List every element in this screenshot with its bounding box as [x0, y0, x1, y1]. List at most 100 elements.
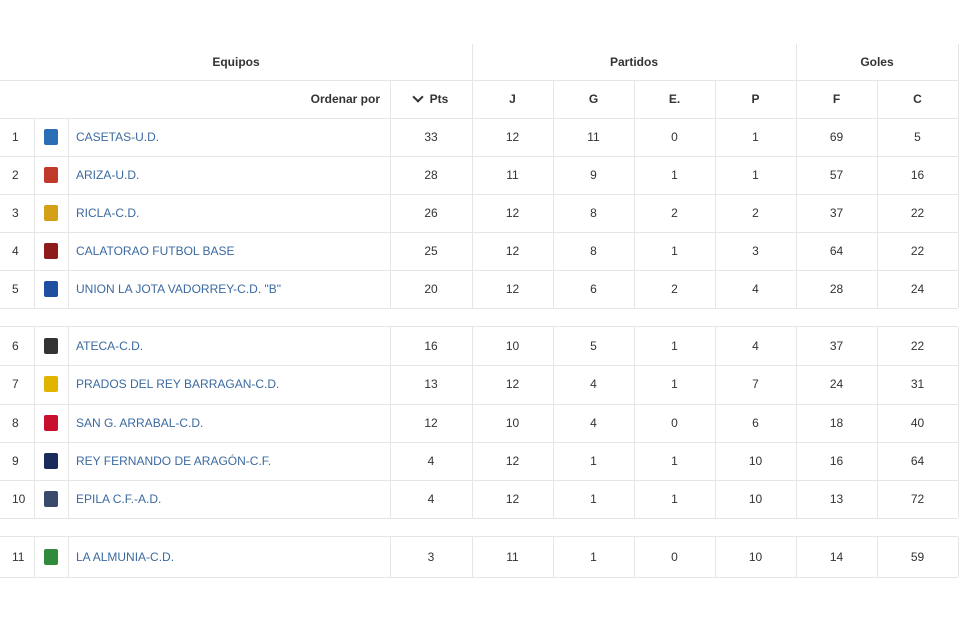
table-row[interactable]: 3 RICLA-C.D. 26 12 8 2 2 37 22 — [0, 194, 959, 233]
table-row[interactable]: 8 SAN G. ARRABAL-C.D. 12 10 4 0 6 18 40 — [0, 404, 959, 443]
stat-pts: 28 — [424, 168, 438, 182]
stat-pts: 12 — [424, 416, 438, 430]
stat-e: 1 — [671, 168, 678, 182]
stat-f: 64 — [829, 244, 844, 258]
team-name-link[interactable]: SAN G. ARRABAL-C.D. — [76, 416, 204, 430]
stat-g: 8 — [590, 206, 597, 220]
team-crest-icon — [44, 205, 58, 221]
stat-g: 6 — [590, 282, 597, 296]
sort-pts-button[interactable]: Pts — [390, 80, 472, 118]
stat-pts: 16 — [424, 339, 438, 353]
stat-j: 12 — [505, 377, 520, 391]
stat-f: 37 — [829, 206, 844, 220]
team-crest-icon — [44, 376, 58, 392]
position: 11 — [12, 550, 25, 564]
stat-e: 2 — [671, 206, 678, 220]
stat-j: 12 — [505, 206, 520, 220]
team-crest-icon — [44, 338, 58, 354]
team-crest-cell — [36, 442, 66, 480]
stat-p: 1 — [752, 168, 759, 182]
stat-c: 22 — [910, 206, 925, 220]
stat-e: 0 — [671, 416, 678, 430]
team-crest-cell — [36, 364, 66, 404]
stat-g: 11 — [587, 130, 600, 144]
table-row[interactable]: 2 ARIZA-U.D. 28 11 9 1 1 57 16 — [0, 156, 959, 195]
position: 7 — [12, 377, 19, 391]
stat-pts: 26 — [424, 206, 438, 220]
table-row[interactable]: 9 REY FERNANDO DE ARAGÓN-C.F. 4 12 1 1 10 16 64 — [0, 442, 959, 481]
team-crest-icon — [44, 549, 58, 565]
team-name-link[interactable]: UNION LA JOTA VADORREY-C.D. "B" — [76, 282, 282, 296]
stat-pts: 3 — [427, 550, 435, 564]
stat-f: 14 — [829, 550, 844, 564]
table-row[interactable]: 5 UNION LA JOTA VADORREY-C.D. "B" 20 12 6 2 4 2… — [0, 270, 959, 309]
header-g[interactable]: G — [588, 92, 599, 106]
team-name-link[interactable]: EPILA C.F.-A.D. — [76, 492, 162, 506]
team-crest-icon — [44, 243, 58, 259]
stat-f: 37 — [829, 339, 844, 353]
stat-pts: 25 — [424, 244, 438, 258]
position: 6 — [12, 339, 19, 353]
team-name-link[interactable]: RICLA-C.D. — [76, 206, 140, 220]
team-crest-icon — [44, 281, 58, 297]
stat-pts: 20 — [424, 282, 438, 296]
stat-pts: 4 — [427, 454, 435, 468]
table-row[interactable]: 6 ATECA-C.D. 16 10 5 1 4 37 22 — [0, 326, 959, 366]
stat-p: 6 — [752, 416, 759, 430]
stat-j: 11 — [506, 550, 519, 564]
team-name-link[interactable]: LA ALMUNIA-C.D. — [76, 550, 175, 564]
team-name-link[interactable]: ATECA-C.D. — [76, 339, 144, 353]
stat-g: 1 — [590, 550, 597, 564]
stat-f: 18 — [829, 416, 844, 430]
team-crest-icon — [44, 415, 58, 431]
header-p[interactable]: P — [751, 92, 760, 106]
stat-j: 11 — [506, 168, 519, 182]
stat-e: 2 — [671, 282, 678, 296]
position: 2 — [12, 168, 19, 182]
team-crest-cell — [36, 327, 66, 365]
team-crest-icon — [44, 167, 58, 183]
stat-g: 9 — [590, 168, 597, 182]
header-e[interactable]: E. — [668, 92, 681, 106]
stat-j: 12 — [505, 492, 520, 506]
stat-e: 1 — [671, 244, 678, 258]
team-name-link[interactable]: REY FERNANDO DE ARAGÓN-C.F. — [76, 454, 272, 468]
stat-c: 59 — [910, 550, 925, 564]
position: 3 — [12, 206, 19, 220]
stat-c: 5 — [914, 130, 921, 144]
stat-e: 1 — [671, 377, 678, 391]
header-equipos: Equipos — [212, 55, 260, 69]
team-name-link[interactable]: CASETAS-U.D. — [76, 130, 160, 144]
team-crest-icon — [44, 453, 58, 469]
stat-j: 10 — [505, 416, 520, 430]
table-row[interactable]: 11 LA ALMUNIA-C.D. 3 11 1 0 10 14 59 — [0, 536, 959, 578]
stat-p: 10 — [748, 454, 763, 468]
table-row[interactable]: 7 PRADOS DEL REY BARRAGAN-C.D. 13 12 4 1 7 24 31 — [0, 364, 959, 405]
team-name-link[interactable]: CALATORAO FUTBOL BASE — [76, 244, 235, 258]
team-crest-icon — [44, 491, 58, 507]
stat-pts: 33 — [424, 130, 438, 144]
team-name-link[interactable]: ARIZA-U.D. — [76, 168, 140, 182]
pts-label: Pts — [429, 92, 449, 106]
table-row[interactable]: 4 CALATORAO FUTBOL BASE 25 12 8 1 3 64 22 — [0, 232, 959, 271]
stat-f: 57 — [829, 168, 844, 182]
stat-c: 72 — [910, 492, 925, 506]
stat-c: 22 — [910, 339, 925, 353]
header-c[interactable]: C — [913, 92, 922, 106]
stat-f: 69 — [829, 130, 844, 144]
stat-j: 12 — [505, 244, 520, 258]
team-crest-cell — [36, 156, 66, 194]
stat-e: 1 — [671, 339, 678, 353]
table-row[interactable]: 1 CASETAS-U.D. 33 12 11 0 1 69 5 — [0, 118, 959, 157]
team-crest-icon — [44, 129, 58, 145]
stat-g: 5 — [590, 339, 597, 353]
header-j[interactable]: J — [509, 92, 516, 106]
table-row[interactable]: 10 EPILA C.F.-A.D. 4 12 1 1 10 13 72 — [0, 480, 959, 519]
stat-c: 40 — [910, 416, 925, 430]
header-columns-row: Ordenar por Pts J G E. P F C — [0, 80, 959, 119]
stat-c: 64 — [910, 454, 925, 468]
team-name-link[interactable]: PRADOS DEL REY BARRAGAN-C.D. — [76, 377, 280, 391]
header-goles: Goles — [860, 55, 894, 69]
header-f[interactable]: F — [832, 92, 841, 106]
stat-j: 12 — [505, 130, 520, 144]
